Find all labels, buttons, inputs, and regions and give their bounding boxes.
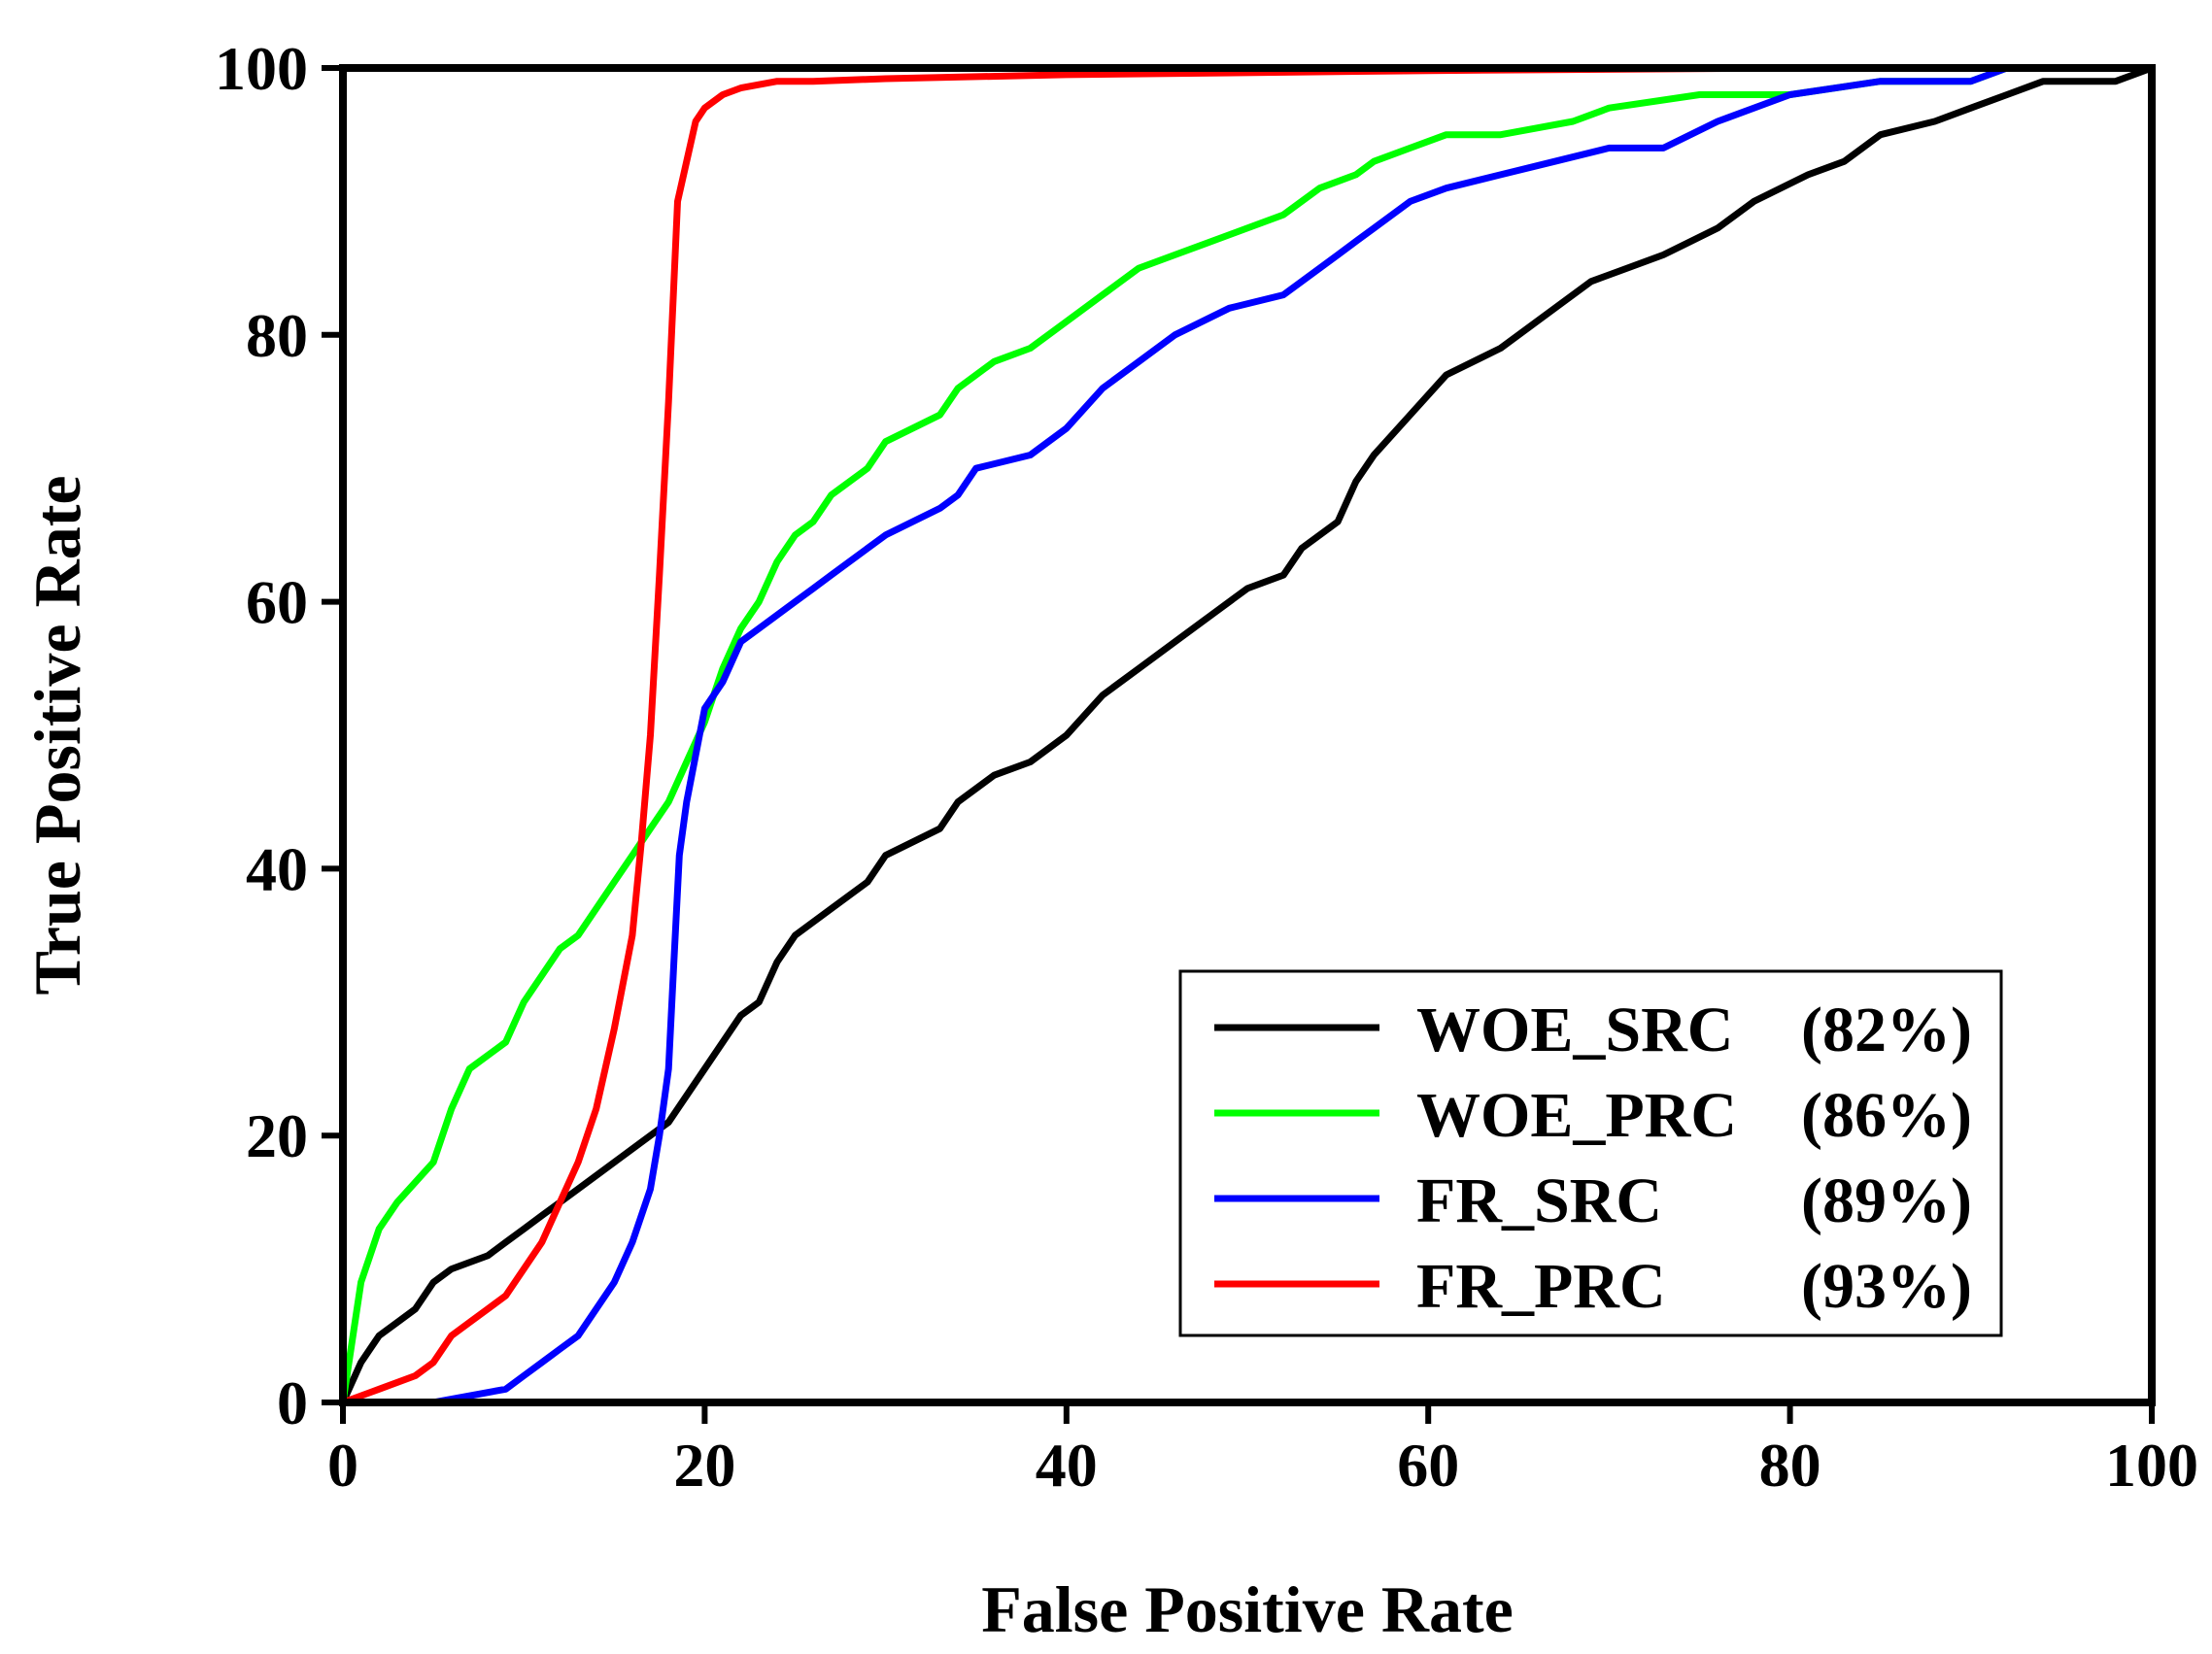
legend-label: FR_SRC	[1416, 1165, 1662, 1236]
x-tick-label: 60	[1397, 1431, 1459, 1500]
x-tick-label: 80	[1759, 1431, 1821, 1500]
y-tick-label: 0	[277, 1368, 308, 1437]
x-tick-label: 20	[673, 1431, 735, 1500]
legend-auc: (86%)	[1801, 1080, 1972, 1151]
plot-frame	[339, 64, 2156, 1406]
legend-auc: (82%)	[1801, 995, 1972, 1065]
series-line-woe-src	[339, 64, 2156, 1406]
y-tick-label: 20	[246, 1101, 308, 1170]
x-tick-label: 40	[1036, 1431, 1098, 1500]
legend-box	[1178, 969, 2003, 1337]
y-tick-label: 60	[246, 568, 308, 637]
series-line-fr-src	[339, 64, 2156, 1406]
legend-auc: (89%)	[1801, 1165, 1972, 1236]
y-tick-label: 40	[246, 834, 308, 903]
legend: WOE_SRC (82%) WOE_PRC (86%) FR_SRC (89%) FR_PR…	[1178, 969, 2003, 1337]
y-tick-label: 100	[215, 34, 308, 103]
plot-lines	[339, 64, 2156, 1406]
series-line-fr-prc	[339, 64, 2156, 1406]
y-axis: 0 20 40 60 80 100	[215, 34, 343, 1437]
y-tick-label: 80	[246, 301, 308, 370]
x-axis-title: False Positive Rate	[981, 1572, 1514, 1646]
legend-label: WOE_PRC	[1416, 1080, 1737, 1151]
legend-auc: (93%)	[1801, 1251, 1972, 1322]
legend-label: WOE_SRC	[1416, 995, 1733, 1065]
y-axis-title: True Positive Rate	[20, 475, 94, 995]
legend-label: FR_PRC	[1416, 1251, 1666, 1322]
x-tick-label: 0	[327, 1431, 358, 1500]
x-axis: 0 20 40 60 80 100	[327, 1402, 2198, 1500]
series-line-woe-prc	[339, 64, 2156, 1406]
x-tick-label: 100	[2105, 1431, 2198, 1500]
